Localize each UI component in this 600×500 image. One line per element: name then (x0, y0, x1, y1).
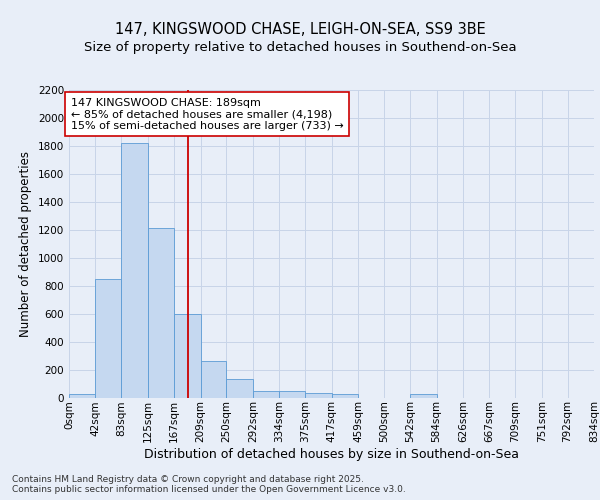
Text: 147 KINGSWOOD CHASE: 189sqm
← 85% of detached houses are smaller (4,198)
15% of : 147 KINGSWOOD CHASE: 189sqm ← 85% of det… (71, 98, 344, 131)
Bar (69, 394, 95, 398)
Text: Contains HM Land Registry data © Crown copyright and database right 2025.
Contai: Contains HM Land Registry data © Crown c… (12, 474, 406, 494)
Y-axis label: Number of detached properties: Number of detached properties (19, 151, 32, 337)
Bar (253, 390, 279, 398)
Bar (331, 394, 358, 398)
Bar (148, 228, 174, 398)
Text: 147, KINGSWOOD CHASE, LEIGH-ON-SEA, SS9 3BE: 147, KINGSWOOD CHASE, LEIGH-ON-SEA, SS9 … (115, 22, 485, 38)
Bar (410, 394, 437, 398)
Bar (95, 278, 121, 398)
Bar (305, 394, 331, 398)
Bar (279, 391, 305, 398)
Bar (226, 380, 253, 398)
Bar (200, 361, 226, 398)
Bar (174, 314, 200, 398)
X-axis label: Distribution of detached houses by size in Southend-on-Sea: Distribution of detached houses by size … (144, 448, 519, 461)
Bar (121, 143, 148, 398)
Text: Size of property relative to detached houses in Southend-on-Sea: Size of property relative to detached ho… (83, 41, 517, 54)
